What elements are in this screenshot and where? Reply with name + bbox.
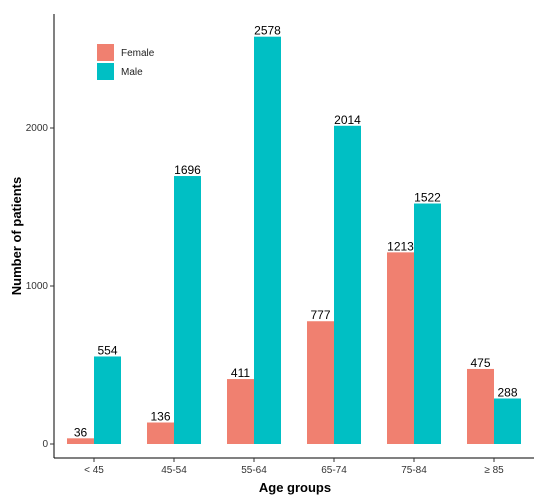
bar-male [334, 125, 361, 445]
x-axis-ticks: < 45 45-54 55-64 65-74 75-84 ≥ 85 [84, 458, 504, 476]
legend: Female Male [97, 44, 155, 80]
x-tick-label: 65-74 [321, 465, 347, 476]
y-axis-ticks: 0 1000 2000 [26, 123, 54, 450]
y-tick-label: 2000 [26, 123, 49, 134]
data-label-female: 1213 [387, 239, 414, 253]
plot-area: 0 1000 2000 < 45 45-54 55-64 65-74 75-84 ≥ 85 3… [26, 14, 534, 476]
x-tick-label: 75-84 [401, 465, 427, 476]
data-label-male: 1522 [414, 191, 441, 205]
bar-male [94, 356, 121, 444]
y-tick-label: 0 [42, 439, 48, 450]
x-axis-title: Age groups [259, 480, 331, 495]
bar-female [227, 379, 254, 444]
y-tick-label: 1000 [26, 281, 49, 292]
data-labels: 36 554 136 1696 411 2578 777 2014 1213 1522 475 288 [74, 24, 518, 440]
bar-female [387, 252, 414, 444]
data-label-male: 554 [97, 343, 117, 357]
data-label-female: 136 [150, 410, 170, 424]
bar-male [174, 176, 201, 445]
x-tick-label: 55-64 [241, 465, 267, 476]
data-label-female: 475 [470, 356, 490, 370]
bar-male [414, 203, 441, 444]
data-label-male: 1696 [174, 163, 201, 177]
legend-label-female: Female [121, 48, 155, 59]
data-label-male: 2578 [254, 24, 281, 38]
data-label-male: 2014 [334, 113, 361, 127]
y-axis-title: Number of patients [9, 177, 24, 295]
data-label-male: 288 [497, 385, 517, 399]
x-tick-label: 45-54 [161, 465, 187, 476]
x-tick-label: < 45 [84, 465, 104, 476]
bar-female [307, 321, 334, 444]
data-label-female: 36 [74, 425, 88, 439]
data-label-female: 411 [231, 366, 250, 380]
bar-male [494, 398, 521, 444]
bar-male [254, 36, 281, 445]
x-tick-label: ≥ 85 [484, 465, 504, 476]
bars [67, 36, 521, 445]
legend-label-male: Male [121, 67, 143, 78]
bar-female [67, 438, 94, 444]
legend-swatch-male [97, 63, 114, 80]
bar-female [467, 368, 494, 444]
legend-swatch-female [97, 44, 114, 61]
bar-female [147, 422, 174, 444]
data-label-female: 777 [310, 308, 330, 322]
